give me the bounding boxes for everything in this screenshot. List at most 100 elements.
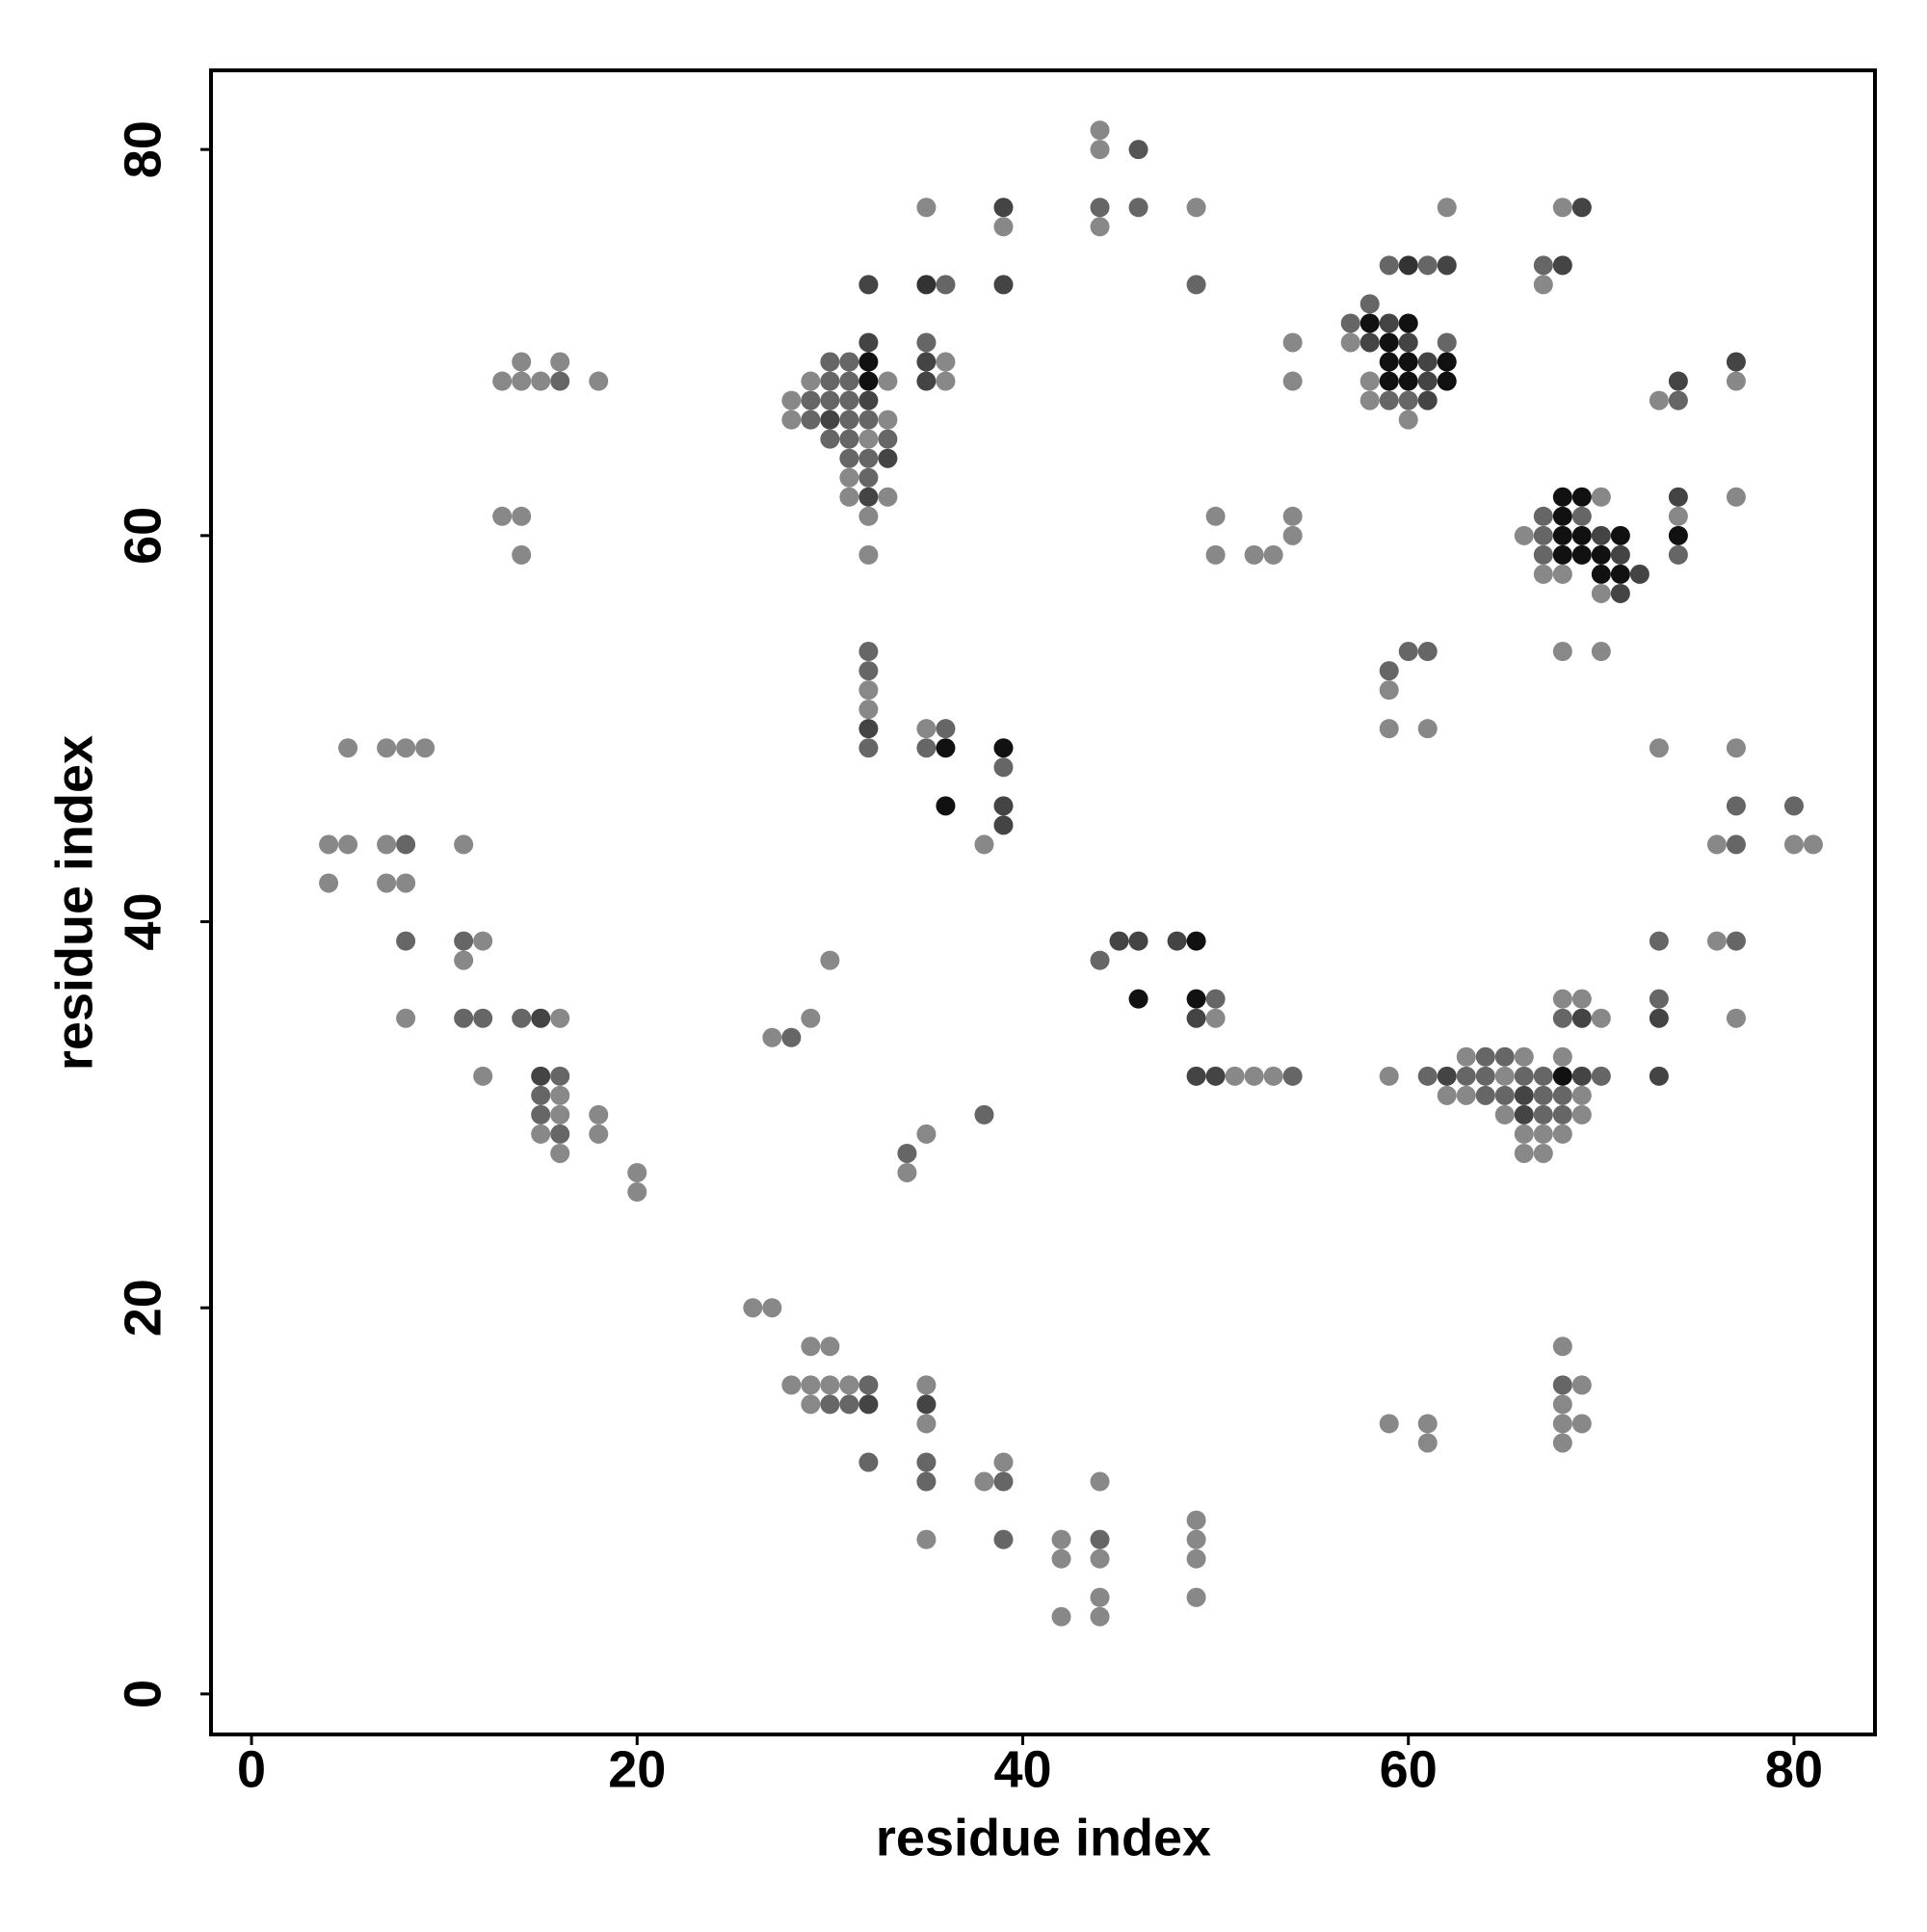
point <box>878 487 898 507</box>
point <box>396 738 416 758</box>
point <box>550 1124 570 1144</box>
point <box>858 429 879 449</box>
point <box>858 467 879 488</box>
point <box>1552 1104 1572 1125</box>
point <box>454 931 474 951</box>
point <box>858 1452 879 1472</box>
point <box>1494 1085 1515 1105</box>
point <box>858 544 879 565</box>
point <box>1205 1008 1226 1028</box>
point <box>1533 1085 1553 1105</box>
point <box>1359 371 1380 391</box>
point <box>1398 313 1418 333</box>
point <box>781 1375 802 1395</box>
point <box>1475 1046 1495 1067</box>
point <box>1379 1066 1399 1086</box>
point <box>993 1529 1014 1549</box>
point <box>1417 352 1438 372</box>
point <box>916 332 937 353</box>
point <box>993 275 1014 295</box>
point <box>1186 989 1206 1009</box>
point <box>801 410 821 430</box>
point <box>1726 352 1746 372</box>
point <box>1456 1046 1476 1067</box>
point <box>1244 1066 1264 1086</box>
point <box>1417 642 1438 662</box>
point <box>589 1124 609 1144</box>
point <box>1398 390 1418 410</box>
point <box>1379 332 1399 353</box>
point <box>993 198 1014 218</box>
point <box>1205 1066 1226 1086</box>
point <box>531 1085 551 1105</box>
point <box>1726 738 1746 758</box>
x-tick-label: 80 <box>1765 1740 1823 1798</box>
point <box>415 738 436 758</box>
y-tick-label: 80 <box>114 120 172 178</box>
point <box>1533 1066 1553 1086</box>
point <box>839 352 859 372</box>
y-tick-label: 0 <box>114 1680 172 1708</box>
point <box>512 371 532 391</box>
point <box>858 352 879 372</box>
point <box>993 1471 1014 1492</box>
point <box>916 352 937 372</box>
point <box>820 371 840 391</box>
point <box>781 1027 802 1047</box>
point <box>319 834 339 855</box>
point <box>974 1104 994 1125</box>
point <box>1494 1104 1515 1125</box>
point <box>1340 313 1360 333</box>
point <box>1552 255 1572 276</box>
point <box>1552 1124 1572 1144</box>
y-tick-label: 20 <box>114 1279 172 1337</box>
point <box>1726 1008 1746 1028</box>
point <box>936 371 956 391</box>
point <box>550 1008 570 1028</box>
point <box>377 738 397 758</box>
point <box>1437 352 1457 372</box>
point <box>1610 544 1630 565</box>
point <box>1437 371 1457 391</box>
point <box>1591 544 1611 565</box>
point <box>839 390 859 410</box>
point <box>1398 352 1418 372</box>
point <box>839 429 859 449</box>
point <box>1552 525 1572 545</box>
point <box>820 410 840 430</box>
point <box>1552 1046 1572 1067</box>
point <box>858 738 879 758</box>
point <box>1128 931 1148 951</box>
point <box>1205 989 1226 1009</box>
point <box>531 1008 551 1028</box>
point <box>839 467 859 488</box>
point <box>319 873 339 893</box>
point <box>1494 1066 1515 1086</box>
point <box>1533 525 1553 545</box>
point <box>1552 1337 1572 1357</box>
point <box>1186 1587 1206 1607</box>
point <box>878 371 898 391</box>
point <box>916 1375 937 1395</box>
point <box>936 352 956 372</box>
point <box>1571 487 1592 507</box>
point <box>801 1337 821 1357</box>
point <box>1514 1066 1534 1086</box>
point <box>1668 390 1688 410</box>
point <box>1571 1008 1592 1028</box>
point <box>801 1008 821 1028</box>
point <box>1552 1433 1572 1453</box>
point <box>1244 544 1264 565</box>
point <box>1263 1066 1283 1086</box>
point <box>1051 1529 1071 1549</box>
point <box>1533 506 1553 526</box>
point <box>1591 583 1611 603</box>
point <box>858 506 879 526</box>
point <box>1533 1143 1553 1163</box>
point <box>1398 332 1418 353</box>
point <box>1552 642 1572 662</box>
point <box>916 1471 937 1492</box>
point <box>1437 1066 1457 1086</box>
